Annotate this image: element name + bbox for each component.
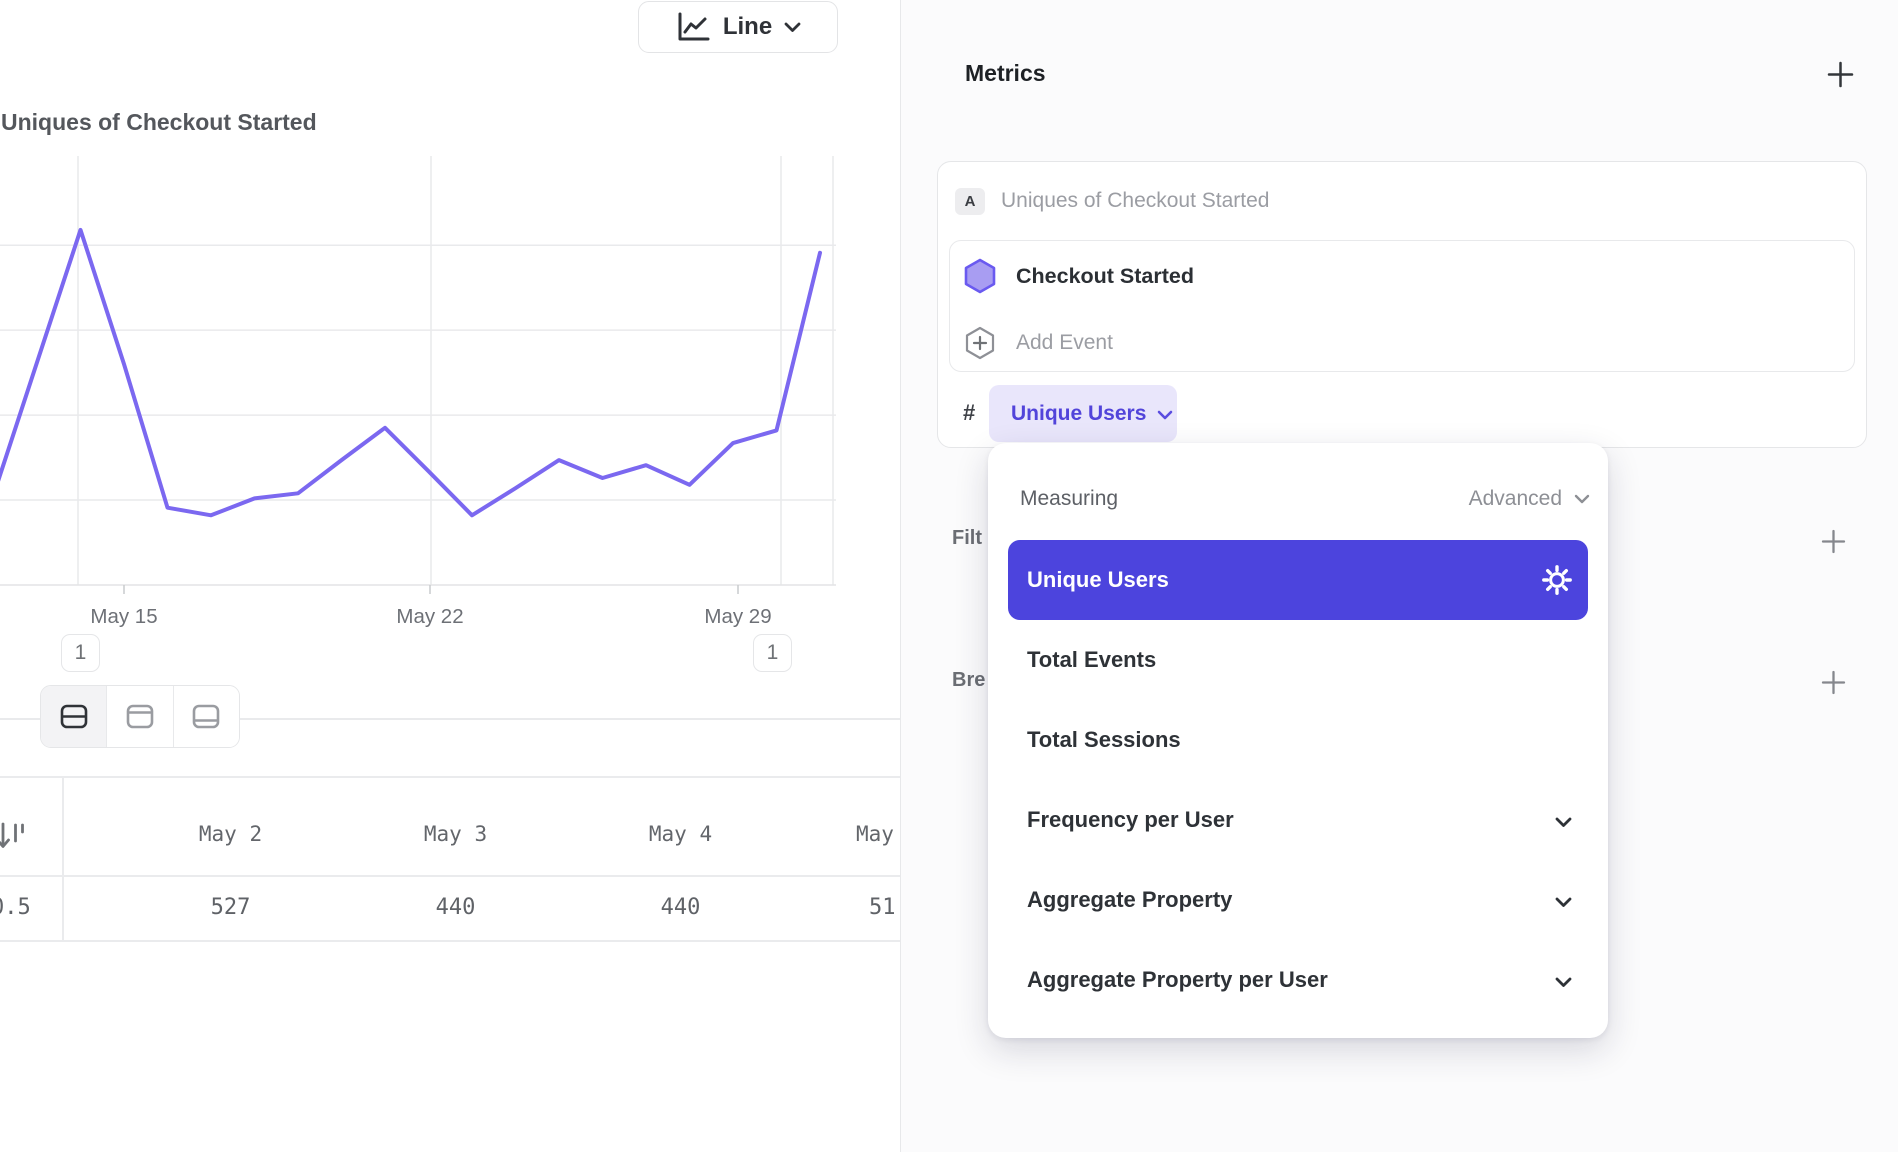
menu-item-total-events[interactable]: Total Events <box>1008 620 1588 700</box>
metric-card: A Uniques of Checkout Started Checkout S… <box>937 161 1867 448</box>
event-hexagon-icon <box>964 258 996 294</box>
menu-item-label: Frequency per User <box>1027 807 1234 832</box>
metric-card-title: Uniques of Checkout Started <box>1001 189 1270 212</box>
table-column-header[interactable]: May 2 <box>198 822 263 846</box>
filters-section-title: Filt <box>952 527 982 549</box>
menu-item-label: Aggregate Property <box>1027 887 1233 912</box>
dropdown-item-list: Unique Users Total Events <box>1008 540 1588 1020</box>
measurement-dropdown-chip[interactable]: Unique Users <box>989 385 1177 442</box>
layout-chart-view-button[interactable] <box>106 686 173 747</box>
table-border <box>0 875 900 877</box>
bottom-bar-view-icon <box>193 704 220 729</box>
chevron-down-icon <box>784 22 801 32</box>
table-column-header[interactable]: May <box>856 822 894 846</box>
chevron-down-icon <box>1158 410 1173 420</box>
table-cell: 51 <box>869 895 896 920</box>
chart-title: Uniques of Checkout Started <box>1 109 317 135</box>
chart-type-label: Line <box>722 13 773 40</box>
x-axis-tick-label: May 29 <box>704 605 771 628</box>
layout-toggle-group <box>40 685 240 748</box>
table-border <box>0 940 900 942</box>
table-cell: 440 <box>435 895 476 920</box>
layout-table-view-button[interactable] <box>172 686 239 747</box>
measuring-dropdown-menu: Measuring Advanced Unique Users <box>988 443 1608 1038</box>
menu-item-unique-users[interactable]: Unique Users <box>1008 540 1588 620</box>
chevron-down-icon <box>1555 897 1572 907</box>
query-builder-panel: Metrics A Uniques of Checkout Started Ch… <box>900 0 1898 1152</box>
event-name[interactable]: Checkout Started <box>1016 264 1195 288</box>
chevron-down-icon <box>1555 817 1572 827</box>
add-event-icon[interactable] <box>964 326 996 360</box>
chevron-down-icon <box>1574 494 1590 504</box>
panel-divider <box>0 718 900 720</box>
breakdowns-section-title: Bre <box>952 669 986 691</box>
add-filter-button[interactable] <box>1820 528 1847 555</box>
table-border <box>0 776 900 778</box>
event-card: Checkout Started Add Event <box>949 240 1855 372</box>
annotation-badge[interactable]: 1 <box>753 634 792 672</box>
add-event-label[interactable]: Add Event <box>1016 331 1113 354</box>
menu-item-label: Total Events <box>1027 647 1157 672</box>
menu-item-total-sessions[interactable]: Total Sessions <box>1008 700 1588 780</box>
table-cell: 527 <box>210 895 251 920</box>
measuring-label: Measuring <box>1020 487 1119 510</box>
annotation-badge[interactable]: 1 <box>61 634 100 672</box>
menu-item-aggregate-property-per-user[interactable]: Aggregate Property per User <box>1008 940 1588 1020</box>
x-axis-tick-label: May 15 <box>90 605 157 628</box>
menu-item-frequency-per-user[interactable]: Frequency per User <box>1008 780 1588 860</box>
measurement-chip-label: Unique Users <box>1011 401 1147 425</box>
table-row-label: 0.5 <box>0 895 31 920</box>
add-breakdown-button[interactable] <box>1820 669 1847 696</box>
line-chart[interactable]: May 15 May 22 May 29 <box>0 150 900 638</box>
x-axis-tick-label: May 22 <box>396 605 463 628</box>
table-column-header[interactable]: May 4 <box>648 822 713 846</box>
metrics-section-title: Metrics <box>965 60 1046 86</box>
add-metric-button[interactable] <box>1826 60 1855 89</box>
chart-panel: Line Uniques of Checkout Started May 15 M… <box>0 0 900 1152</box>
metric-line-series[interactable] <box>0 227 822 518</box>
table-column-header[interactable]: May 3 <box>423 822 488 846</box>
table-cell: 440 <box>660 895 701 920</box>
table-column-divider <box>62 776 64 940</box>
line-chart-icon <box>678 12 710 40</box>
metric-letter-badge: A <box>955 188 985 215</box>
sort-descending-icon[interactable] <box>0 817 28 855</box>
top-bar-view-icon <box>126 704 154 729</box>
advanced-label: Advanced <box>1468 487 1562 510</box>
layout-split-view-button[interactable] <box>41 686 107 747</box>
count-hash-symbol: # <box>963 400 976 425</box>
dropdown-header: Measuring Advanced <box>1020 487 1590 511</box>
menu-item-aggregate-property[interactable]: Aggregate Property <box>1008 860 1588 940</box>
menu-item-label: Total Sessions <box>1027 727 1181 752</box>
chart-type-dropdown-button[interactable]: Line <box>638 1 838 53</box>
split-view-icon <box>60 704 87 729</box>
advanced-toggle[interactable]: Advanced <box>1469 487 1590 511</box>
menu-item-label: Unique Users <box>1027 567 1169 592</box>
chevron-down-icon <box>1555 977 1572 987</box>
gear-icon[interactable] <box>1542 565 1572 595</box>
menu-item-label: Aggregate Property per User <box>1027 967 1328 992</box>
